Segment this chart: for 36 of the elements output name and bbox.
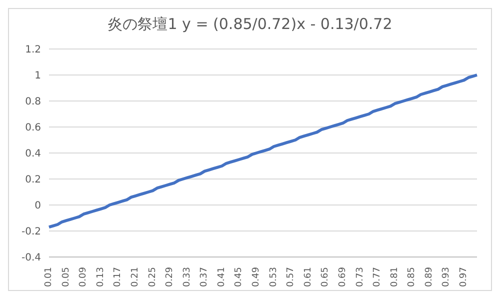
x-tick-label: 0.45 <box>234 267 244 288</box>
x-tick-label: 0.69 <box>338 266 348 288</box>
y-tick-label: 0 <box>34 200 41 212</box>
x-tick-label: 0.01 <box>44 267 54 288</box>
x-tick-label: 0.21 <box>130 267 140 288</box>
x-tick-label: 0.93 <box>442 267 452 288</box>
x-tick-label: 0.61 <box>303 267 314 288</box>
x-tick-label: 0.81 <box>390 267 400 288</box>
y-tick-label: 0.4 <box>25 148 41 160</box>
x-tick-label: 0.65 <box>320 267 331 288</box>
x-tick-label: 0.53 <box>268 267 279 288</box>
y-tick-label: 0.6 <box>25 122 41 134</box>
x-tick-label: 0.89 <box>424 266 434 288</box>
chart-title: 炎の祭壇1 y = (0.85/0.72)x - 0.13/0.72 <box>106 14 394 35</box>
x-tick-label: 0.25 <box>148 267 158 288</box>
x-tick-label: 0.41 <box>216 267 227 288</box>
x-tick-label: 0.85 <box>407 267 418 288</box>
y-tick-label: 0.2 <box>25 174 41 186</box>
x-tick-label: 0.09 <box>78 266 89 288</box>
x-tick-label: 0.77 <box>372 267 383 288</box>
y-tick-label: 0.8 <box>25 96 41 108</box>
x-tick-label: 0.37 <box>200 267 210 288</box>
x-tick-label: 0.49 <box>252 266 262 288</box>
line-series <box>48 74 478 229</box>
y-tick-label: -0.4 <box>21 252 41 264</box>
x-tick-label: 0.29 <box>165 266 176 288</box>
x-tick-label: 0.73 <box>355 267 366 288</box>
x-tick-label: 0.97 <box>459 267 470 288</box>
x-tick-label: 0.17 <box>113 267 124 288</box>
y-tick-label: 1 <box>34 70 41 82</box>
y-tick-label: 1.2 <box>25 44 41 56</box>
x-tick-label: 0.57 <box>286 267 296 288</box>
x-tick-label: 0.05 <box>61 267 72 288</box>
y-tick-label: -0.2 <box>21 226 41 238</box>
x-tick-label: 0.13 <box>96 267 106 288</box>
x-tick-label: 0.33 <box>182 267 192 288</box>
